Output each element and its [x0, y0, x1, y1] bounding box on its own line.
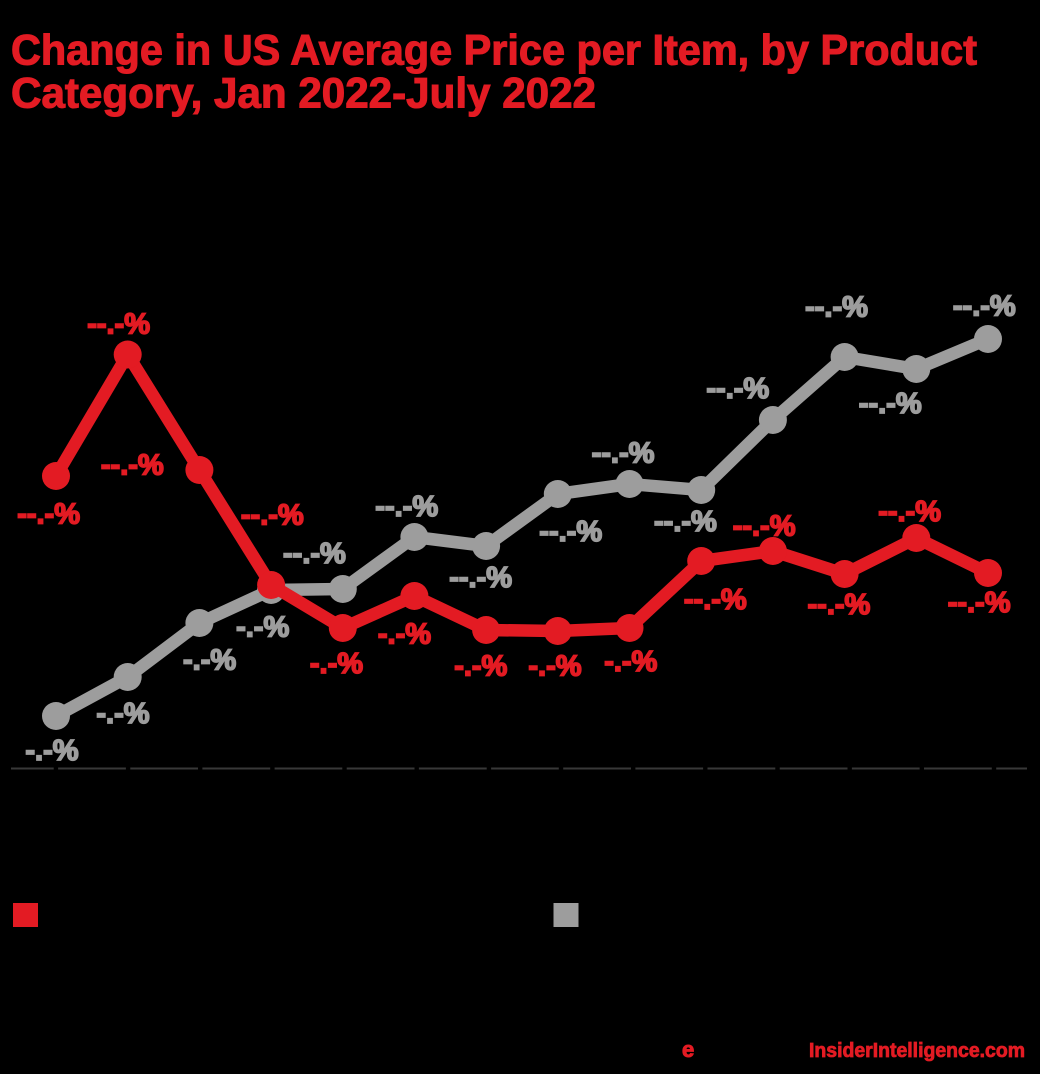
svg-text:--.-%: --.-%: [878, 496, 941, 528]
svg-text:-.-%: -.-%: [528, 650, 581, 682]
svg-text:-.-%: -.-%: [310, 648, 363, 680]
svg-text:--.-%: --.-%: [733, 511, 796, 543]
svg-text:--.-%: --.-%: [654, 506, 717, 538]
svg-text:--.-%: --.-%: [87, 309, 150, 341]
svg-text:--.-%: --.-%: [375, 491, 438, 523]
svg-text:--.-%: --.-%: [859, 388, 922, 420]
svg-text:-.-%: -.-%: [454, 651, 507, 683]
svg-text:-.-%: -.-%: [604, 646, 657, 678]
svg-text:--.-%: --.-%: [241, 500, 304, 532]
svg-text:--.-%: --.-%: [684, 584, 747, 616]
svg-text:--.-%: --.-%: [283, 538, 346, 570]
svg-text:--.-%: --.-%: [805, 292, 868, 324]
svg-text:--.-%: --.-%: [449, 562, 512, 594]
svg-text:--.-%: --.-%: [17, 499, 80, 531]
svg-text:-.-%: -.-%: [96, 698, 149, 730]
svg-text:-.-%: -.-%: [25, 735, 78, 767]
svg-text:--.-%: --.-%: [706, 373, 769, 405]
svg-text:Change in US Average Price per: Change in US Average Price per Item, by …: [11, 27, 977, 75]
svg-text:--.-%: --.-%: [953, 291, 1016, 323]
svg-text:--.-%: --.-%: [592, 438, 655, 470]
svg-text:-.-%: -.-%: [378, 619, 431, 651]
svg-text:--.-%: --.-%: [539, 516, 602, 548]
svg-text:--.-%: --.-%: [948, 587, 1011, 619]
svg-text:e: e: [682, 1037, 694, 1062]
svg-text:-.-%: -.-%: [236, 612, 289, 644]
svg-text:InsiderIntelligence.com: InsiderIntelligence.com: [809, 1040, 1025, 1062]
svg-text:--.-%: --.-%: [808, 589, 871, 621]
svg-text:--.-%: --.-%: [101, 450, 164, 482]
svg-text:Category, Jan 2022-July 2022: Category, Jan 2022-July 2022: [11, 70, 596, 118]
svg-text:-.-%: -.-%: [183, 645, 236, 677]
